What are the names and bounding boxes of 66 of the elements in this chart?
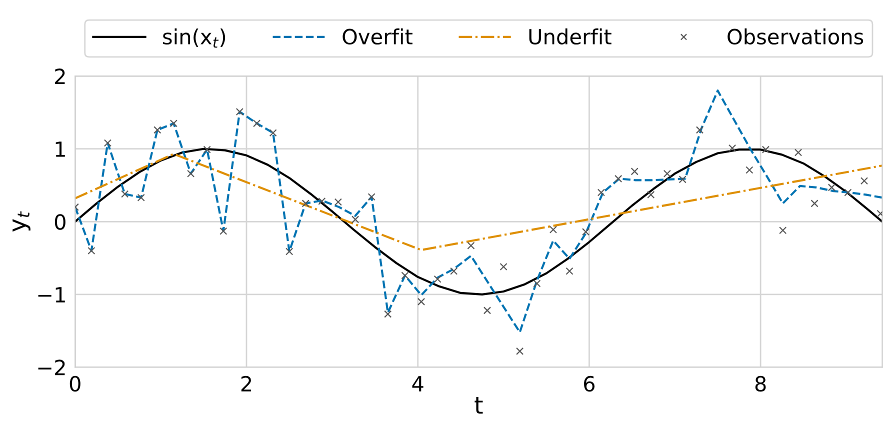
point [810, 200, 818, 208]
legend-label: sin(x$_{t}$) [163, 28, 226, 48]
point [762, 146, 770, 154]
point [351, 216, 360, 224]
point [88, 246, 96, 255]
point [417, 298, 426, 306]
point [860, 177, 868, 185]
point [186, 170, 195, 178]
point [434, 275, 442, 283]
point [630, 168, 638, 176]
point [269, 129, 277, 137]
point [121, 190, 129, 198]
line-series [75, 90, 882, 334]
y-tick-label: −2 [38, 360, 65, 376]
point [516, 347, 524, 355]
point [334, 198, 342, 206]
line-series [75, 152, 882, 252]
point [678, 176, 686, 184]
point [203, 146, 211, 154]
x-tick-label: 8 [755, 376, 766, 392]
point [779, 226, 787, 234]
point [286, 248, 294, 256]
x-tick-label: 2 [241, 376, 252, 392]
point [401, 272, 409, 280]
point [746, 166, 754, 174]
point [828, 184, 836, 192]
point [302, 200, 310, 208]
point [597, 188, 606, 196]
x-tick-label: 4 [412, 376, 424, 392]
y-tick-label: 1 [56, 142, 65, 157]
point [236, 108, 244, 116]
point [533, 280, 541, 288]
point [582, 228, 590, 236]
point [450, 267, 458, 275]
x-tick-label: 6 [584, 376, 595, 392]
point [614, 174, 622, 183]
y-tick-label: 2 [55, 68, 65, 84]
legend-label: Underfit [529, 28, 612, 45]
point [844, 188, 852, 196]
y-tick-label: 0 [54, 214, 66, 230]
point [154, 126, 162, 134]
point [368, 193, 376, 201]
point [647, 190, 655, 199]
x-tick-label: 0 [70, 376, 80, 392]
point [252, 120, 261, 128]
y-axis-title: y$_{t}$ [12, 211, 30, 232]
point [549, 226, 558, 234]
point [104, 139, 112, 147]
line-series [75, 148, 882, 296]
point [696, 126, 704, 134]
point [137, 194, 145, 202]
x-axis-title: t [474, 397, 483, 414]
point [483, 306, 492, 314]
y-tick-label: −1 [38, 287, 65, 302]
point [794, 148, 802, 156]
point [728, 144, 736, 152]
legend-label: Overfit [342, 28, 412, 45]
legend-label: Observations [728, 28, 864, 45]
point [566, 267, 574, 275]
point [663, 170, 671, 178]
point [170, 120, 178, 128]
point [220, 227, 228, 235]
point [467, 242, 475, 250]
point [384, 310, 392, 318]
point [318, 197, 326, 206]
point [500, 262, 508, 271]
